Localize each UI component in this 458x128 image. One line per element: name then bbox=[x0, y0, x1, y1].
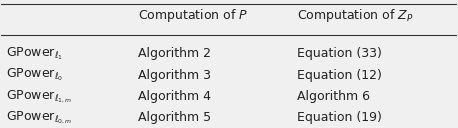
Text: GPower$_{\ell_{1,m}}$: GPower$_{\ell_{1,m}}$ bbox=[6, 88, 72, 105]
Text: Algorithm 6: Algorithm 6 bbox=[297, 90, 370, 103]
Text: Computation of $Z_P$: Computation of $Z_P$ bbox=[297, 7, 414, 24]
Text: Algorithm 3: Algorithm 3 bbox=[138, 69, 211, 82]
Text: Algorithm 2: Algorithm 2 bbox=[138, 47, 211, 60]
Text: Algorithm 5: Algorithm 5 bbox=[138, 111, 211, 124]
Text: Equation (19): Equation (19) bbox=[297, 111, 382, 124]
Text: Computation of $P$: Computation of $P$ bbox=[138, 7, 248, 24]
Text: Equation (12): Equation (12) bbox=[297, 69, 382, 82]
Text: GPower$_{\ell_0}$: GPower$_{\ell_0}$ bbox=[6, 67, 63, 83]
Text: GPower$_{\ell_{0,m}}$: GPower$_{\ell_{0,m}}$ bbox=[6, 110, 72, 126]
Text: Equation (33): Equation (33) bbox=[297, 47, 382, 60]
Text: Algorithm 4: Algorithm 4 bbox=[138, 90, 211, 103]
Text: GPower$_{\ell_1}$: GPower$_{\ell_1}$ bbox=[6, 45, 63, 62]
